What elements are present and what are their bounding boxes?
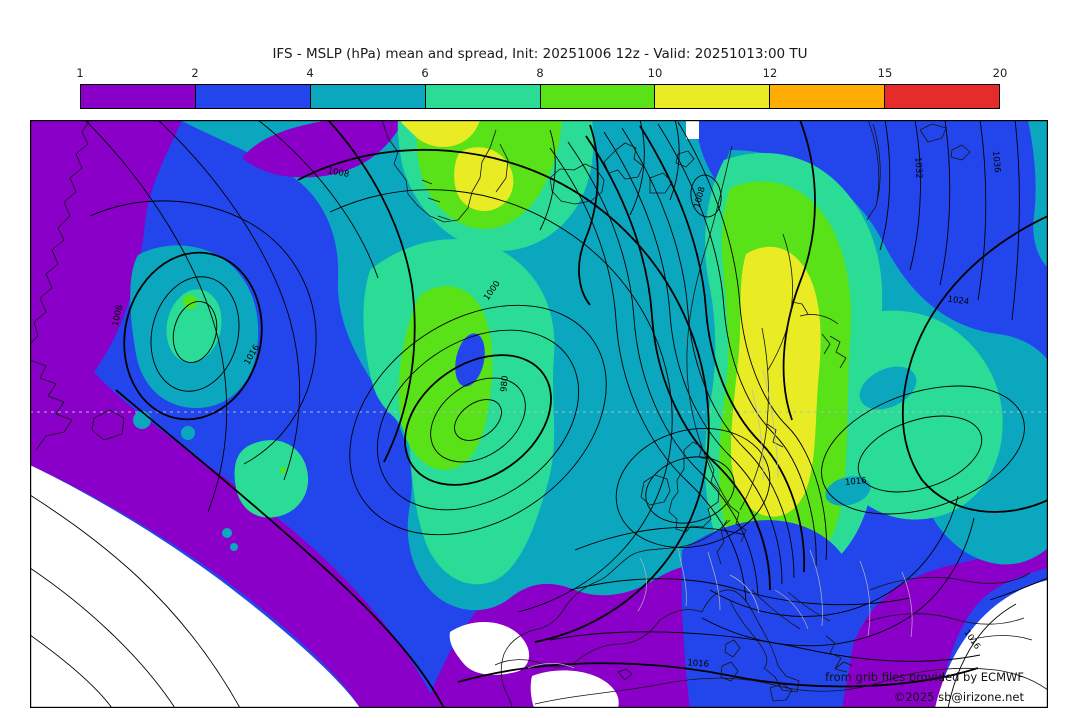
isobar-contours-thick: [115, 120, 1048, 708]
pressure-label: 1008: [327, 166, 350, 180]
spread-small-patches: [133, 120, 1048, 708]
pressure-label: 1016: [687, 658, 709, 669]
attribution-line1: from grib files provided by ECMWF: [825, 670, 1024, 684]
pressure-label: 980: [499, 375, 510, 392]
colorbar-segment: [769, 85, 885, 108]
coastlines: [30, 120, 1048, 708]
colorbar-segment: [424, 85, 540, 108]
map-frame: [30, 120, 1048, 708]
colorbar-tick-label: 10: [647, 66, 663, 80]
colorbar-segment: [539, 85, 655, 108]
chart-title: IFS - MSLP (hPa) mean and spread, Init: …: [272, 46, 808, 62]
colorbar-segment: [884, 85, 999, 108]
colorbar-segment: [309, 85, 425, 108]
colorbar-tick-label: 1: [76, 66, 84, 80]
pressure-label: 1036: [990, 151, 1002, 173]
colorbar-tick-label: 8: [536, 66, 544, 80]
map-area: 1008 1016 1008 1000 980 1008 1024 1016 1032 1036 1…: [30, 120, 1048, 708]
colorbar-tick-label: 12: [762, 66, 778, 80]
attribution: from grib files provided by ECMWF ©2025 …: [825, 668, 1024, 707]
attribution-line2: ©2025 sb@irizone.net: [893, 689, 1024, 704]
pressure-label: 1024: [947, 295, 970, 308]
pressure-label: 1032: [912, 157, 923, 179]
country-borders: [527, 369, 913, 669]
colorbar-tick-labels: 1 2 4 6 8 10 12 15 20: [76, 66, 1007, 80]
colorbar-tick-label: 4: [306, 66, 314, 80]
isobar-contours-thin: [30, 120, 1048, 708]
pressure-label: 1016: [845, 476, 867, 488]
colorbar-tick-label: 2: [191, 66, 199, 80]
colorbar-tick-label: 20: [992, 66, 1008, 80]
colorbar-segment: [81, 85, 195, 108]
spread-region-yellow: [400, 120, 821, 517]
colorbar-tick-label: 6: [421, 66, 429, 80]
colorbar-segment: [654, 85, 770, 108]
spread-region-purple-top-wedge: [242, 120, 404, 178]
pressure-label: 1008: [111, 304, 125, 327]
colorbar-segment: [194, 85, 310, 108]
colorbar-tick-label: 15: [877, 66, 893, 80]
colorbar: [80, 84, 1000, 109]
